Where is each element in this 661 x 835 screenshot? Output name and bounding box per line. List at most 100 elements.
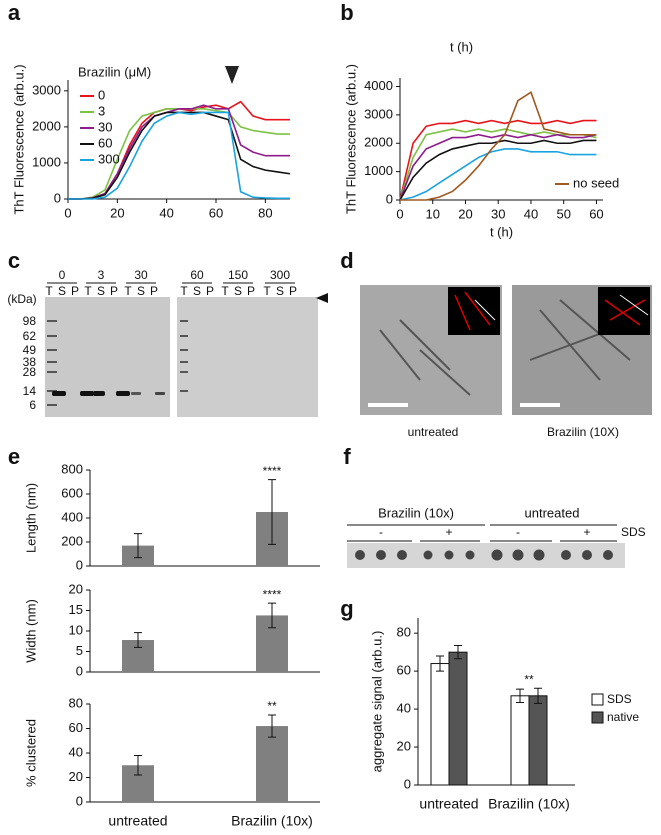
error-bar (134, 754, 142, 776)
significance: ** (267, 699, 277, 713)
x-tick-label: 80 (258, 205, 272, 220)
lane-label: S (97, 284, 105, 298)
bar (256, 726, 288, 802)
legend-label: 300 (98, 151, 120, 166)
unit-label: (kDa) (7, 292, 36, 306)
data-line (399, 133, 597, 201)
treatment-sign: - (379, 525, 383, 539)
y-tick-label: 4000 (364, 78, 393, 93)
legend-label: 30 (98, 119, 112, 134)
marker-label: 6 (29, 398, 36, 412)
significance: ** (524, 672, 534, 686)
y-axis-label: aggregate signal (arb.u.) (369, 631, 384, 773)
lane-label: S (193, 284, 201, 298)
concentration-label: 0 (59, 268, 66, 282)
x-tick-label: Brazilin (10x) (488, 796, 570, 812)
legend-label: SDS (607, 692, 632, 706)
panel-label: b (340, 0, 353, 25)
lane-label: T (124, 284, 132, 298)
treatment-sign: + (583, 525, 590, 539)
error-bar (268, 714, 276, 738)
data-line (399, 119, 597, 201)
y-tick-label: 0 (386, 191, 393, 206)
marker-label: 38 (23, 355, 37, 369)
x-tick-label: 40 (159, 205, 173, 220)
x-tick-label: 10 (426, 206, 440, 221)
chart-title: t (h) (450, 39, 473, 54)
error-bar (436, 655, 444, 672)
lane-label: P (110, 284, 118, 298)
x-tick-label: Brazilin (10x) (231, 813, 313, 829)
y-tick-label: 0 (76, 557, 83, 572)
error-bar (134, 533, 142, 559)
y-tick-label: 200 (61, 533, 83, 548)
y-tick-label: 600 (61, 485, 83, 500)
x-tick-label: 20 (110, 205, 124, 220)
micrograph-images (360, 285, 652, 415)
gel-images (45, 293, 328, 417)
error-bar (268, 479, 276, 545)
error-bar (534, 687, 542, 704)
group-label: untreated (525, 505, 580, 520)
y-axis-label: Width (nm) (23, 599, 38, 663)
bar (448, 651, 468, 786)
concentration-label: 60 (190, 268, 204, 282)
x-tick-label: 20 (458, 206, 472, 221)
lane-label: T (221, 284, 229, 298)
panel-label: a (8, 0, 21, 25)
y-tick-label: 5 (76, 643, 83, 658)
y-tick-label: 80 (397, 625, 411, 640)
marker-label: 62 (23, 329, 37, 343)
legend-swatch (591, 693, 604, 706)
bar (528, 695, 548, 786)
y-tick-label: 40 (397, 701, 411, 716)
lane-label: P (247, 284, 255, 298)
y-tick-label: 1000 (364, 163, 393, 178)
significance: **** (263, 464, 282, 478)
caption: Brazilin (10X) (547, 425, 619, 439)
y-axis-label: ThT Fluorescence (arb.u.) (343, 64, 358, 214)
y-tick-label: 40 (69, 744, 83, 759)
panel-label: d (340, 248, 353, 273)
lane-label: P (206, 284, 214, 298)
treatment-sign: - (516, 525, 520, 539)
y-tick-label: 2000 (364, 135, 393, 150)
lane-label: S (137, 284, 145, 298)
x-tick-label: 60 (209, 205, 223, 220)
y-axis-label: % clustered (23, 719, 38, 787)
error-bar (516, 688, 524, 703)
y-tick-label: 3000 (364, 106, 393, 121)
lane-label: T (84, 284, 92, 298)
y-tick-label: 3000 (32, 82, 61, 97)
data-line (400, 90, 597, 201)
panel-label: c (8, 248, 20, 273)
group-label: Brazilin (10x) (378, 505, 454, 520)
legend-title: Brazilin (μM) (78, 64, 151, 79)
x-tick-label: 40 (524, 206, 538, 221)
marker-label: 28 (23, 365, 37, 379)
legend-label: 60 (98, 135, 112, 150)
y-axis-label: Length (nm) (23, 483, 38, 553)
x-tick-label: 30 (491, 206, 505, 221)
caption: untreated (408, 425, 459, 439)
dot-blot-image (347, 524, 625, 568)
x-tick-label: 0 (396, 206, 403, 221)
legend-label: no seed (573, 175, 619, 190)
lane-label: S (276, 284, 284, 298)
data-line (399, 139, 597, 201)
y-tick-label: 15 (69, 602, 83, 617)
lane-label: T (180, 284, 188, 298)
y-tick-label: 0 (404, 776, 411, 791)
x-tick-label: 50 (556, 206, 570, 221)
reagent-label: SDS (621, 525, 646, 539)
legend-label: native (607, 710, 639, 724)
x-tick-label: 60 (589, 206, 603, 221)
panel-label: e (8, 444, 20, 469)
panel-label: g (340, 596, 353, 621)
legend-label: 0 (98, 87, 105, 102)
data-line (68, 111, 290, 200)
x-tick-label: untreated (108, 813, 167, 829)
concentration-label: 150 (228, 268, 248, 282)
y-tick-label: 2000 (32, 118, 61, 133)
y-tick-label: 800 (61, 461, 83, 476)
